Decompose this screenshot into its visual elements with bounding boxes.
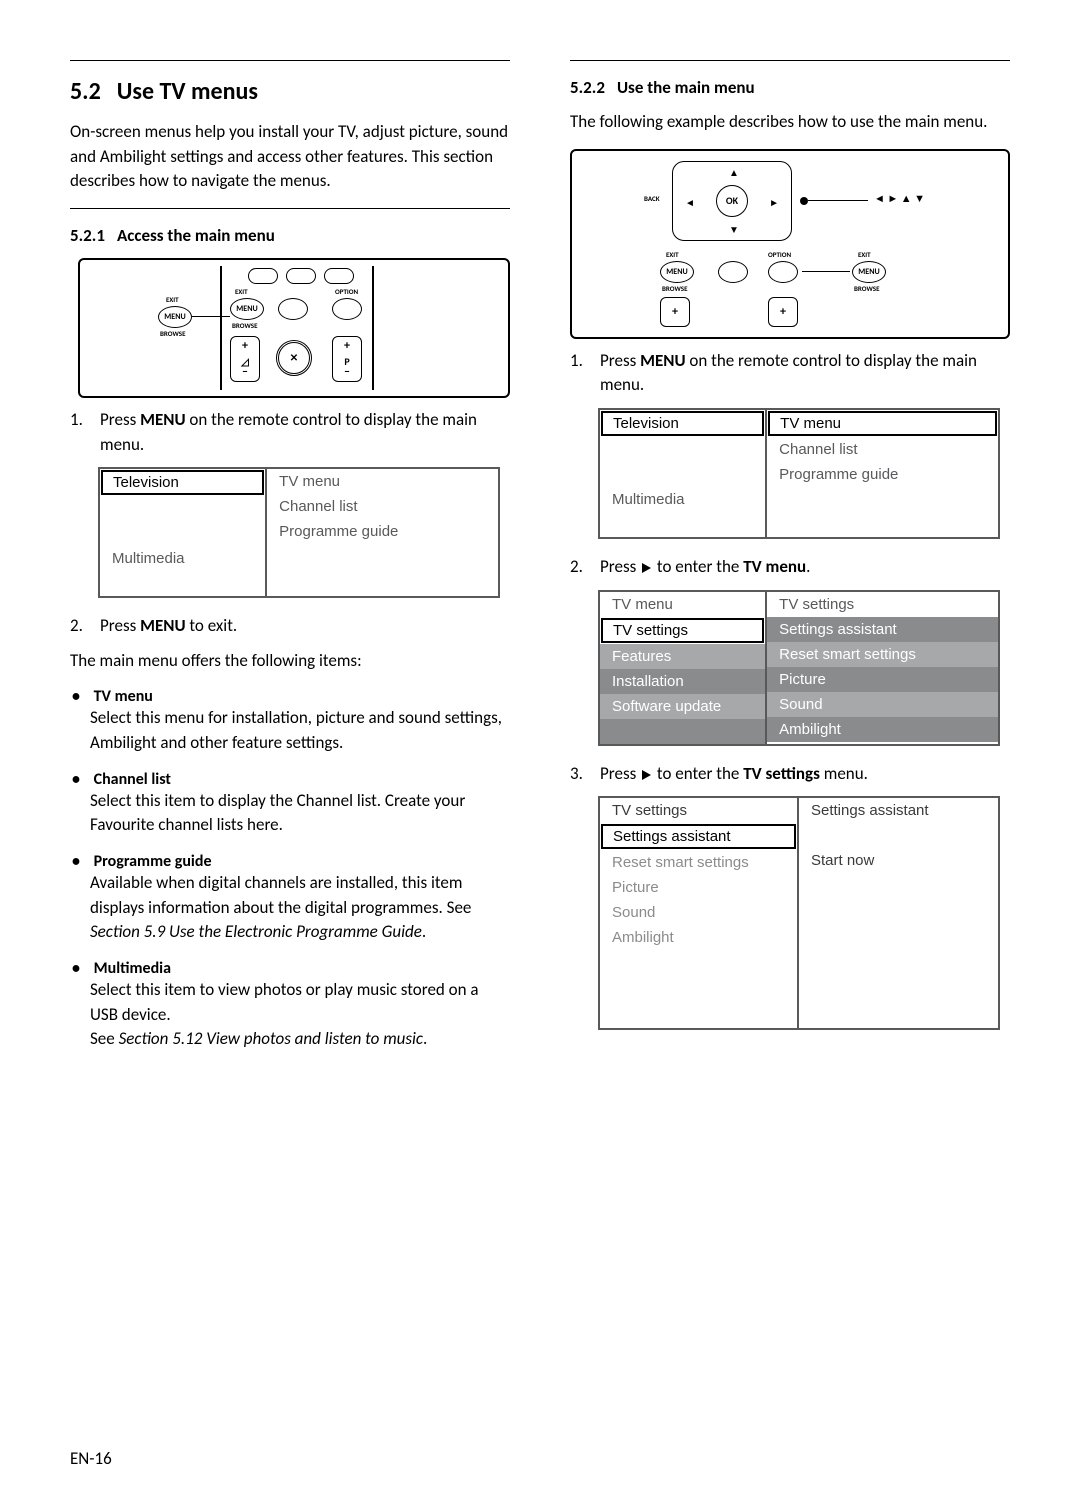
right-step-2: 2. Press to enter the TV menu. bbox=[570, 555, 1010, 580]
arrows-label: ◄ ► ▲ ▼ bbox=[874, 193, 925, 205]
subsection-heading: 5.2.1 Access the main menu bbox=[70, 225, 510, 246]
menu-button-icon: MENU bbox=[158, 306, 192, 328]
main-menu-table-right: Television Multimedia TV menu Channel li… bbox=[598, 408, 1000, 539]
menu-cell-television-r: Television bbox=[601, 411, 764, 436]
main-menu-table-left: Television Multimedia TV menu Channel li… bbox=[98, 467, 500, 598]
step-1: 1. Press MENU on the remote control to d… bbox=[70, 408, 510, 457]
right-arrow-icon bbox=[642, 563, 651, 573]
red-dot-icon bbox=[800, 197, 808, 205]
tv-menu-table: TV menu TV settings Features Installatio… bbox=[598, 590, 1000, 746]
item-tv-menu: TV menu Select this menu for installatio… bbox=[90, 687, 510, 755]
menu-button-icon-r2: MENU bbox=[852, 261, 886, 283]
remote-diagram-5-2-2: OK ▲ ▼ ◄ ► BACK ◄ ► ▲ ▼ EXIT MENU BROWSE… bbox=[570, 149, 1010, 339]
menu-cell-television: Television bbox=[101, 470, 264, 495]
section-number: 5.2 bbox=[70, 77, 101, 106]
menu-cell-channel-list: Channel list bbox=[267, 494, 498, 519]
subsection-number: 5.2.1 bbox=[70, 225, 105, 246]
subsection-number: 5.2.2 bbox=[570, 77, 605, 98]
item-programme-guide: Programme guide Available when digital c… bbox=[90, 852, 510, 945]
mute-button-icon: ✕ bbox=[276, 340, 312, 376]
menu-cell-tvmenu-r: TV menu bbox=[768, 411, 997, 436]
item-multimedia: Multimedia Select this item to view phot… bbox=[90, 959, 510, 1052]
menu-cell-programme-guide: Programme guide bbox=[267, 519, 498, 544]
main-menu-offers: The main menu offers the following items… bbox=[70, 649, 510, 674]
subsection-intro: The following example describes how to u… bbox=[570, 110, 1010, 135]
section-title: Use TV menus bbox=[117, 77, 258, 106]
menu-cell-tvmenu: TV menu bbox=[267, 469, 498, 494]
remote-diagram-5-2-1: EXIT MENU BROWSE EXIT MENU BROWSE OPTION… bbox=[78, 258, 510, 398]
section-intro: On-screen menus help you install your TV… bbox=[70, 120, 510, 194]
page-number: EN-16 bbox=[70, 1448, 112, 1469]
item-channel-list: Channel list Select this item to display… bbox=[90, 770, 510, 838]
menu-button-icon-2: MENU bbox=[230, 298, 264, 320]
subsection-title: Access the main menu bbox=[117, 225, 275, 246]
menu-cell-multimedia-r: Multimedia bbox=[600, 487, 765, 512]
label-back: BACK bbox=[644, 195, 660, 203]
subsection-heading-522: 5.2.2 Use the main menu bbox=[570, 77, 1010, 98]
right-step-1: 1. Press MENU on the remote control to d… bbox=[570, 349, 1010, 398]
right-arrow-icon bbox=[642, 770, 651, 780]
dpad: OK ▲ ▼ ◄ ► bbox=[672, 161, 792, 241]
section-heading: 5.2 Use TV menus bbox=[70, 77, 510, 106]
step-2: 2. Press MENU to exit. bbox=[70, 614, 510, 639]
ok-button-icon: OK bbox=[716, 185, 748, 217]
menu-cell-multimedia: Multimedia bbox=[100, 546, 265, 571]
tv-settings-table: TV settings Settings assistant Reset sma… bbox=[598, 796, 1000, 1030]
subsection-title: Use the main menu bbox=[617, 77, 755, 98]
menu-button-icon-r: MENU bbox=[660, 261, 694, 283]
right-step-3: 3. Press to enter the TV settings menu. bbox=[570, 762, 1010, 787]
label-browse: BROWSE bbox=[160, 330, 185, 338]
label-exit: EXIT bbox=[166, 296, 179, 304]
